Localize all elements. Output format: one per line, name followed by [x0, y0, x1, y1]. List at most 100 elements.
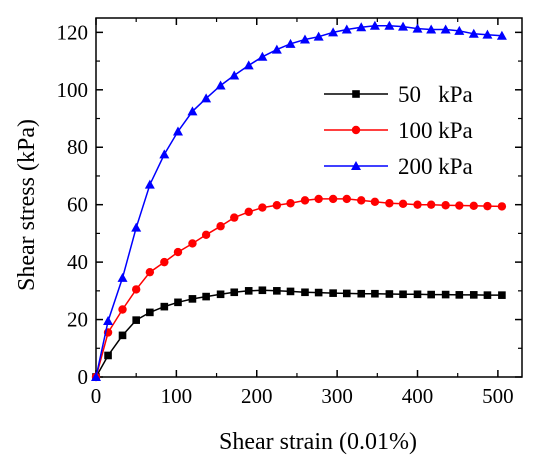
data-point: [244, 287, 253, 295]
data-point: [328, 27, 339, 37]
y-tick-label: 120: [57, 20, 89, 44]
data-point: [202, 292, 210, 301]
series-3: [91, 20, 507, 381]
data-point: [413, 200, 422, 209]
data-point: [413, 290, 422, 299]
data-point: [455, 201, 464, 210]
data-point: [455, 291, 464, 299]
legend-marker: [351, 161, 361, 170]
x-tick-label: 400: [402, 384, 434, 408]
data-point: [441, 201, 450, 210]
data-point: [286, 199, 295, 208]
data-point: [314, 288, 323, 297]
data-point: [329, 289, 337, 297]
data-point: [454, 25, 465, 35]
x-tick-label: 500: [482, 384, 514, 408]
data-point: [258, 203, 267, 212]
data-point: [285, 38, 296, 48]
x-tick-label: 100: [161, 384, 193, 408]
data-point: [159, 149, 170, 159]
data-point: [201, 93, 212, 103]
data-point: [229, 70, 240, 80]
data-point: [160, 302, 169, 311]
x-tick-label: 0: [91, 384, 102, 408]
data-point: [144, 179, 155, 189]
legend-marker: [352, 90, 360, 98]
data-point: [385, 199, 394, 208]
data-point: [441, 290, 450, 299]
data-point: [482, 29, 493, 39]
y-axis-label: Shear stress (kPa): [14, 119, 40, 291]
y-tick-label: 40: [67, 250, 88, 274]
data-point: [286, 287, 295, 296]
data-point: [342, 289, 351, 298]
legend-entry-2: 100 kPa: [324, 118, 473, 143]
data-point: [469, 291, 478, 299]
legend-label: 50 kPa: [398, 82, 473, 107]
data-point: [357, 196, 366, 205]
data-point: [91, 372, 101, 381]
y-tick-label: 100: [57, 78, 89, 102]
legend-label: 100 kPa: [398, 118, 473, 143]
data-point: [230, 213, 239, 222]
data-point: [188, 295, 197, 303]
data-point: [384, 20, 395, 30]
data-point: [216, 290, 225, 299]
series-line: [95, 198, 502, 378]
data-point: [172, 126, 183, 136]
data-point: [230, 288, 239, 297]
data-point: [258, 286, 267, 295]
data-point: [342, 194, 351, 204]
y-tick-label: 60: [67, 193, 88, 217]
data-point: [118, 305, 127, 314]
y-tick-label: 80: [67, 135, 88, 159]
data-point: [145, 267, 155, 277]
data-point: [314, 194, 323, 204]
data-point: [341, 24, 352, 34]
legend-entry-1: 50 kPa: [324, 82, 473, 107]
data-point: [244, 207, 253, 217]
data-point: [483, 201, 492, 211]
data-point: [132, 316, 140, 324]
series-1: [92, 286, 506, 381]
data-point: [497, 202, 507, 211]
data-point: [131, 285, 141, 294]
data-point: [188, 239, 197, 248]
plot-frame: [95, 17, 523, 378]
series-line: [95, 289, 502, 378]
data-point: [398, 21, 409, 31]
data-point: [313, 31, 324, 41]
data-point: [117, 272, 128, 282]
data-point: [271, 44, 282, 54]
data-point: [328, 194, 338, 204]
legend: 50 kPa 100 kPa 200 kPa: [324, 82, 473, 179]
legend-marker: [351, 125, 361, 135]
data-point: [468, 28, 479, 38]
data-point: [371, 289, 379, 298]
x-axis-label: Shear strain (0.01%): [219, 429, 417, 455]
data-point: [370, 197, 380, 207]
x-tick-label: 200: [241, 384, 273, 408]
data-point: [427, 290, 435, 299]
data-point: [301, 288, 309, 297]
legend-label: 200 kPa: [398, 154, 473, 179]
data-point: [356, 22, 367, 32]
data-point: [201, 230, 211, 240]
data-point: [399, 290, 407, 299]
data-point: [216, 222, 225, 231]
series-layer: [91, 20, 507, 382]
legend-entry-3: 200 kPa: [324, 154, 473, 179]
data-point: [469, 201, 478, 211]
data-point: [440, 24, 451, 34]
data-point: [160, 257, 169, 267]
y-tick-label: 0: [78, 365, 89, 389]
data-point: [131, 222, 142, 232]
data-point: [398, 199, 408, 209]
data-point: [300, 196, 310, 205]
data-point: [174, 298, 182, 307]
data-point: [243, 60, 254, 70]
series-2: [91, 194, 507, 382]
data-point: [273, 287, 281, 295]
data-point: [118, 331, 127, 340]
